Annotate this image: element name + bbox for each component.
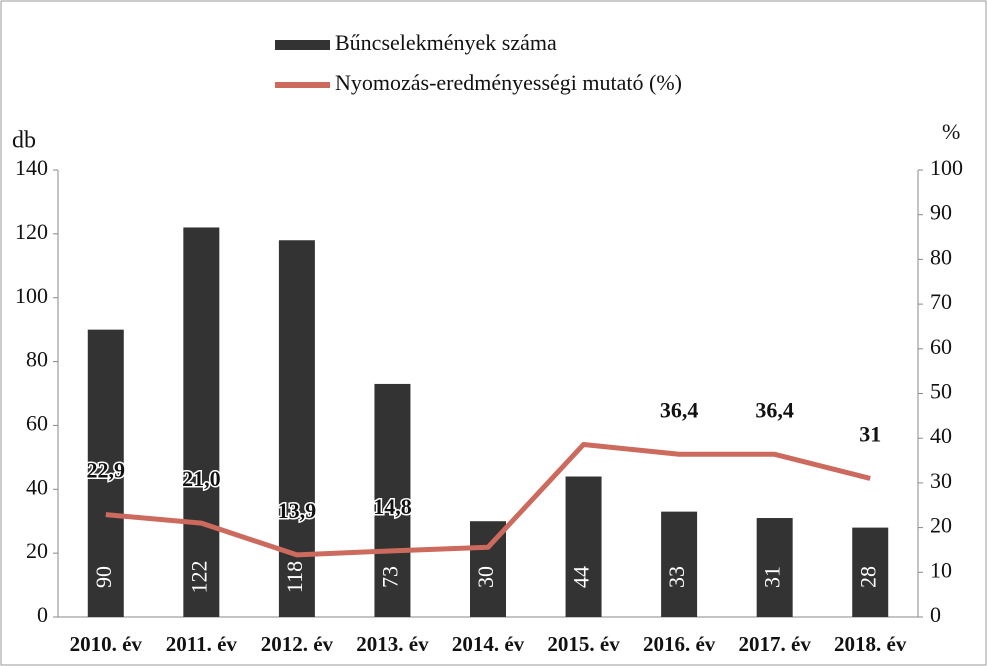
bar [756, 518, 793, 617]
y-tick-label: 60 [26, 410, 48, 435]
bar-value-label: 44 [569, 566, 594, 588]
bar-value-label: 122 [186, 561, 211, 594]
legend-label: Nyomozás-eredményességi mutató (%) [335, 70, 682, 95]
y2-tick-label: 40 [930, 423, 952, 448]
bar [87, 329, 124, 617]
y2-tick-label: 80 [930, 244, 952, 269]
y-axis-label: db [12, 128, 36, 154]
y2-tick-label: 50 [930, 379, 952, 404]
x-tick-label: 2015. év [547, 632, 620, 656]
line [105, 441, 871, 558]
x-tick-label: 2017. év [739, 632, 812, 656]
bar [374, 383, 411, 617]
y-tick-label: 140 [15, 155, 48, 180]
bar [183, 227, 220, 617]
x-tick-label: 2014. év [452, 632, 525, 656]
line-value-label: 22,9 [87, 458, 126, 483]
y2-tick-label: 0 [930, 602, 941, 627]
bar-value-label: 90 [91, 566, 116, 588]
bar-value-label: 33 [664, 566, 689, 588]
x-tick-label: 2013. év [356, 632, 429, 656]
line-value-label: 21,0 [182, 466, 221, 491]
x-tick-label: 2012. év [261, 632, 334, 656]
y2-tick-label: 70 [930, 289, 952, 314]
bar [852, 527, 889, 617]
y-tick-label: 20 [26, 538, 48, 563]
x-tick-label: 2011. év [166, 632, 238, 656]
line-value-label: 36,4 [660, 397, 699, 422]
line-value-label: 13,9 [278, 498, 317, 523]
x-tick-label: 2018. év [834, 632, 907, 656]
bar-value-label: 30 [473, 566, 498, 588]
y-tick-label: 40 [26, 474, 48, 499]
bar [278, 240, 315, 617]
bar-value-label: 28 [855, 566, 880, 588]
y-tick-label: 120 [15, 219, 48, 244]
y2-axis-label: % [942, 119, 960, 144]
y2-tick-label: 20 [930, 513, 952, 538]
y-tick-label: 0 [37, 602, 48, 627]
bar-value-label: 31 [760, 566, 785, 588]
line-value-label: 36,4 [755, 397, 794, 422]
line-value-label: 31 [859, 421, 881, 446]
legend-label: Bűncselekmények száma [335, 30, 557, 55]
bar [565, 476, 602, 617]
x-tick-label: 2010. év [70, 632, 143, 656]
x-tick-label: 2016. év [643, 632, 716, 656]
y-tick-label: 100 [15, 283, 48, 308]
legend-swatch [275, 40, 330, 50]
y2-tick-label: 10 [930, 557, 952, 582]
y2-tick-label: 90 [930, 200, 952, 225]
bar [661, 511, 698, 617]
bar-value-label: 73 [377, 566, 402, 588]
y2-tick-label: 30 [930, 468, 952, 493]
bar-value-label: 118 [282, 561, 307, 593]
y2-tick-label: 100 [930, 155, 963, 180]
y-tick-label: 80 [26, 347, 48, 372]
y2-tick-label: 60 [930, 334, 952, 359]
line-value-label: 14,8 [373, 494, 412, 519]
